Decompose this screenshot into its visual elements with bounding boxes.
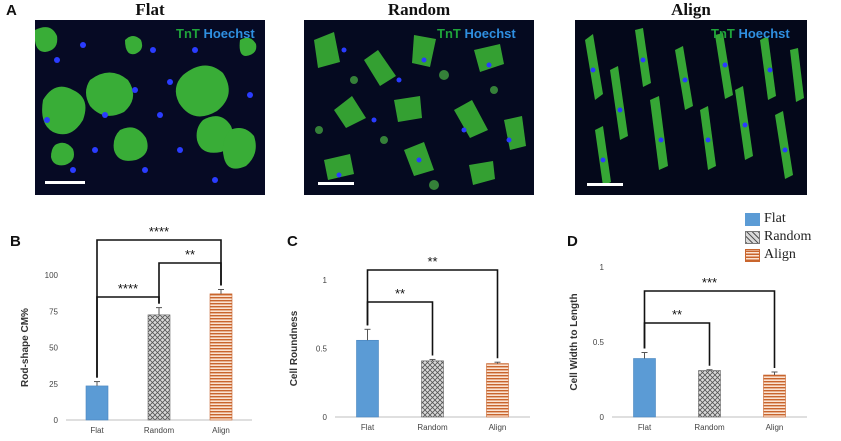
y-tick-label-c: 1 [323, 276, 328, 285]
bar-d-flat [633, 358, 656, 418]
stain-hoechst-random: Hoechst [464, 26, 516, 41]
micrograph-random-canvas [304, 20, 534, 195]
legend-swatch-align [745, 249, 760, 262]
x-tick-label-b-align: Align [212, 426, 230, 435]
y-tick-label-d: 0 [600, 413, 605, 422]
y-tick-label-b: 100 [45, 271, 59, 280]
stain-labels-flat: TnT Hoechst [176, 26, 255, 41]
y-tick-label-b: 0 [54, 416, 59, 425]
micrograph-random [304, 20, 534, 195]
stain-hoechst-flat: Hoechst [203, 26, 255, 41]
y-tick-label-b: 50 [49, 344, 58, 353]
x-tick-label-c-random: Random [417, 423, 448, 432]
image-title-align: Align [671, 0, 711, 19]
x-tick-label-d-random: Random [694, 423, 725, 432]
significance-label-c: ** [427, 254, 437, 269]
x-tick-label-d-align: Align [766, 423, 784, 432]
significance-bracket-d [643, 290, 776, 368]
bar-b-random [147, 314, 171, 421]
bar-b-align [209, 293, 233, 421]
micrograph-align [575, 20, 807, 195]
panel-label-b: B [10, 233, 21, 250]
bar-c-align [486, 363, 509, 418]
significance-label-b: ** [185, 247, 195, 262]
y-tick-label-c: 0 [323, 413, 328, 422]
micrograph-align-canvas [575, 20, 807, 195]
significance-bracket-c [366, 269, 499, 359]
stain-tnt-align: TnT [711, 26, 735, 41]
legend-label-random: Random [764, 229, 812, 244]
stain-labels-align: TnT Hoechst [711, 26, 790, 41]
y-axis-label-d: Cell Width to Length [569, 293, 580, 390]
bar-b-flat [85, 385, 109, 421]
y-tick-label-b: 25 [49, 380, 58, 389]
x-tick-label-d-flat: Flat [638, 423, 652, 432]
y-tick-label-d: 1 [600, 263, 605, 272]
bar-d-align [763, 374, 786, 418]
stain-labels-random: TnT Hoechst [437, 26, 516, 41]
image-title-random: Random [387, 0, 451, 19]
x-tick-label-b-flat: Flat [90, 426, 104, 435]
x-tick-label-c-align: Align [489, 423, 507, 432]
significance-label-b: **** [149, 224, 169, 239]
panel-label-a: A [6, 2, 17, 19]
micrograph-flat [35, 20, 265, 195]
y-tick-label-b: 75 [49, 307, 58, 316]
legend-label-flat: Flat [764, 211, 786, 226]
bar-d-random [698, 370, 721, 418]
stain-tnt-random: TnT [437, 26, 461, 41]
significance-bracket-b [96, 239, 222, 378]
significance-label-d: *** [702, 275, 717, 290]
panel-label-c: C [287, 233, 298, 250]
bar-c-random [421, 360, 444, 418]
significance-label-d: ** [672, 307, 682, 322]
image-title-flat: Flat [135, 0, 165, 19]
x-tick-label-b-random: Random [144, 426, 175, 435]
legend-swatch-flat [745, 213, 760, 226]
significance-label-b: **** [118, 281, 138, 296]
y-tick-label-c: 0.5 [316, 345, 328, 354]
bar-c-flat [356, 339, 379, 418]
panel-label-d: D [567, 233, 578, 250]
y-tick-label-d: 0.5 [593, 338, 605, 347]
stain-hoechst-align: Hoechst [738, 26, 790, 41]
x-tick-label-c-flat: Flat [361, 423, 375, 432]
legend-swatch-random [745, 231, 760, 244]
y-axis-label-b: Rod-shape CM% [20, 308, 31, 387]
y-axis-label-c: Cell Roundness [289, 310, 300, 386]
legend-label-align: Align [764, 247, 796, 262]
stain-tnt-flat: TnT [176, 26, 200, 41]
significance-label-c: ** [395, 286, 405, 301]
micrograph-flat-canvas [35, 20, 265, 195]
